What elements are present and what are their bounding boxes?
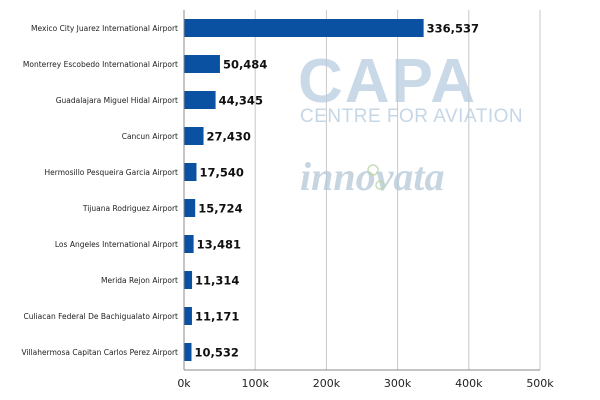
bar xyxy=(184,163,197,181)
data-label: 50,484 xyxy=(223,58,267,72)
innovata-logo-watermark: innovata xyxy=(300,154,444,199)
bar xyxy=(184,19,424,37)
data-label: 11,171 xyxy=(195,310,239,324)
category-label: Monterrey Escobedo International Airport xyxy=(23,60,178,69)
x-tick-label: 100k xyxy=(242,377,270,390)
x-tick-label: 0k xyxy=(177,377,191,390)
bar xyxy=(184,199,196,217)
bar xyxy=(184,271,193,289)
category-label: Mexico City Juarez International Airport xyxy=(31,24,178,33)
category-label: Guadalajara Miguel Hidal Airport xyxy=(56,96,178,105)
capa-logo-watermark: CAPA xyxy=(298,47,477,116)
data-label: 27,430 xyxy=(207,130,251,144)
capa-subtitle-watermark: CENTRE FOR AVIATION xyxy=(300,106,523,127)
data-label: 10,532 xyxy=(194,346,238,360)
data-label: 17,540 xyxy=(199,166,243,180)
bar xyxy=(184,343,192,361)
category-labels: Mexico City Juarez International Airport… xyxy=(21,24,178,357)
category-label: Cancun Airport xyxy=(122,132,178,141)
data-label: 11,314 xyxy=(195,274,239,288)
innovata-swirl-icon xyxy=(367,164,379,176)
data-label: 44,345 xyxy=(219,94,263,108)
bar xyxy=(184,127,204,145)
data-label: 15,724 xyxy=(198,202,242,216)
x-tick-label: 200k xyxy=(313,377,341,390)
innovata-swirl-icon xyxy=(375,180,385,190)
x-axis: 0k 100k 200k 300k 400k 500k xyxy=(177,10,554,390)
category-label: Villahermosa Capitan Carlos Perez Airpor… xyxy=(21,348,178,357)
bars xyxy=(184,19,424,361)
category-label: Hermosillo Pesqueira Garcia Airport xyxy=(45,168,179,177)
data-label: 13,481 xyxy=(197,238,241,252)
category-label: Los Angeles International Airport xyxy=(55,240,178,249)
data-label: 336,537 xyxy=(427,22,479,36)
x-tick-label: 300k xyxy=(384,377,412,390)
value-labels: 336,537 50,484 44,345 27,430 17,540 15,724 13,… xyxy=(194,22,479,360)
bar xyxy=(184,235,194,253)
bar xyxy=(184,307,192,325)
category-label: Tijuana Rodriguez Airport xyxy=(82,204,178,213)
bar xyxy=(184,55,220,73)
bar xyxy=(184,91,216,109)
category-label: Merida Rejon Airport xyxy=(101,276,178,285)
watermark: CAPA CENTRE FOR AVIATION innovata xyxy=(298,47,523,199)
x-tick-label: 400k xyxy=(455,377,483,390)
x-tick-label: 500k xyxy=(526,377,554,390)
grid-lines xyxy=(254,10,541,370)
category-label: Culiacan Federal De Bachigualato Airport xyxy=(23,312,178,321)
